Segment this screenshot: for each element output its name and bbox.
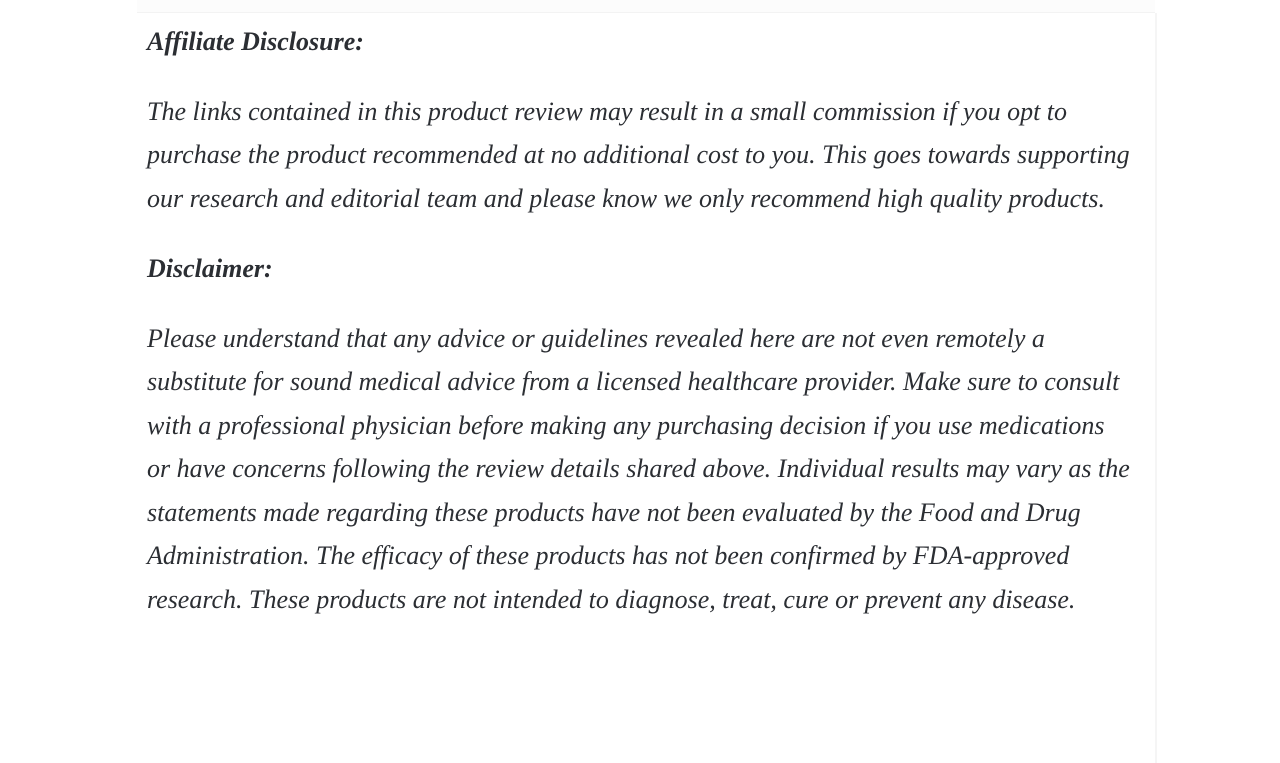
disclaimer-paragraph: Please understand that any advice or gui… (147, 323, 1130, 614)
affiliate-disclosure-paragraph: The links contained in this product revi… (147, 96, 1130, 213)
disclosure-article: Affiliate Disclosure: The links containe… (147, 20, 1132, 648)
content-right-divider (1155, 13, 1157, 763)
affiliate-disclosure-heading: Affiliate Disclosure: (147, 27, 364, 56)
above-content-edge (137, 0, 1155, 13)
disclaimer-heading: Disclaimer: (147, 254, 273, 283)
